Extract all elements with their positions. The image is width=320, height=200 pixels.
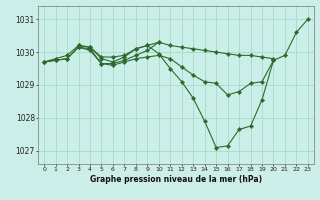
- X-axis label: Graphe pression niveau de la mer (hPa): Graphe pression niveau de la mer (hPa): [90, 175, 262, 184]
